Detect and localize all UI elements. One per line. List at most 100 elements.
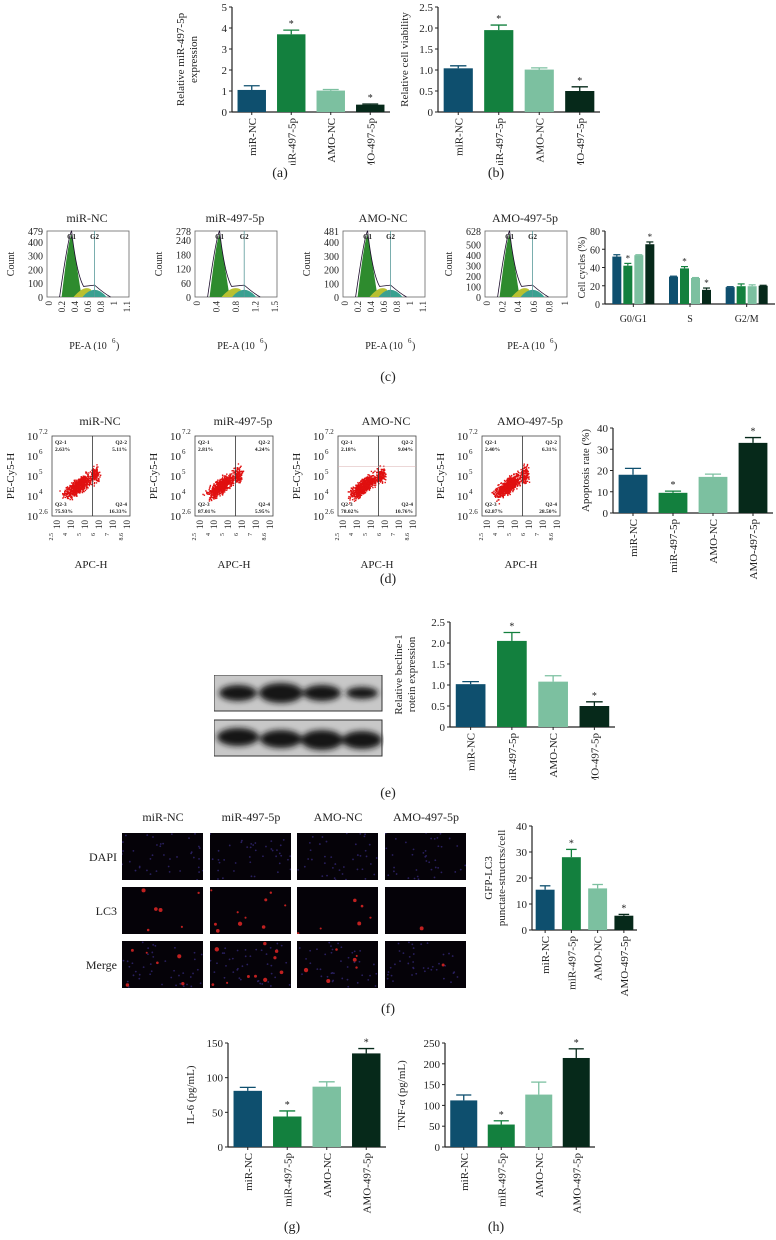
svg-text:0: 0 bbox=[222, 107, 228, 119]
svg-text:G2: G2 bbox=[240, 233, 249, 241]
svg-text:10: 10 bbox=[52, 520, 62, 530]
svg-text:*: * bbox=[499, 1110, 504, 1121]
svg-text:): ) bbox=[264, 341, 267, 352]
svg-text:5: 5 bbox=[77, 533, 83, 536]
svg-text:2.5: 2.5 bbox=[431, 617, 445, 629]
svg-text:4: 4 bbox=[493, 533, 499, 536]
svg-text:6.31%: 6.31% bbox=[542, 447, 557, 453]
chart-h-tnf: 0 50 100 150 200 250 TNF-α (pg/mL) miR-NC * miR-4… bbox=[396, 1038, 595, 1214]
svg-text:AMO-NC: AMO-NC bbox=[593, 936, 605, 981]
svg-text:Q2-1: Q2-1 bbox=[198, 440, 210, 446]
svg-text:2.5: 2.5 bbox=[479, 533, 485, 541]
svg-text:1: 1 bbox=[109, 301, 119, 306]
flow-plot-title: AMO-NC bbox=[361, 414, 411, 428]
svg-text:4: 4 bbox=[349, 533, 355, 536]
flow-plot-title: AMO-497-5p bbox=[497, 414, 563, 428]
svg-text:AMO-NC: AMO-NC bbox=[534, 1153, 546, 1198]
apoptosis-scatter-plot: Q2-12.63% Q2-25.11% Q2-375.93% Q2-416.33% 10… bbox=[5, 428, 132, 571]
svg-text:40: 40 bbox=[516, 821, 528, 833]
svg-text:0: 0 bbox=[603, 508, 609, 520]
chart-d-apoptosis: 0 10 20 30 40 Apoptosis rate (%) miR-NC * miR-49… bbox=[580, 423, 773, 580]
svg-text:1.0: 1.0 bbox=[431, 680, 445, 692]
svg-text:0.8: 0.8 bbox=[392, 301, 402, 313]
flow-plot-title: miR-497-5p bbox=[213, 414, 273, 428]
apoptosis-scatter-plot: Q2-12.18% Q2-29.04% Q2-378.02% Q2-410.76% 10… bbox=[291, 428, 418, 571]
svg-text:1.1: 1.1 bbox=[418, 301, 428, 312]
svg-text:6: 6 bbox=[234, 533, 240, 536]
fluorescence-image bbox=[122, 887, 203, 934]
svg-text:1: 1 bbox=[222, 86, 228, 98]
svg-text:2.5: 2.5 bbox=[335, 533, 341, 541]
svg-text:10: 10 bbox=[209, 520, 219, 530]
svg-text:G2: G2 bbox=[528, 233, 537, 241]
cell-cycle-histogram: 278 0 60 120 180 240 Count 0 0.4 0.8 1.2 1.5 PE-A (1… bbox=[154, 227, 280, 352]
svg-text:20: 20 bbox=[590, 282, 600, 293]
svg-text:Q2-2: Q2-2 bbox=[258, 440, 270, 446]
svg-text:4: 4 bbox=[325, 488, 329, 496]
svg-text:S: S bbox=[687, 314, 693, 325]
svg-text:PE-A (10: PE-A (10 bbox=[365, 341, 403, 352]
svg-text:Q2-1: Q2-1 bbox=[55, 440, 67, 446]
svg-text:AMO-497-5p: AMO-497-5p bbox=[748, 519, 760, 580]
svg-text:10: 10 bbox=[27, 471, 39, 483]
svg-text:Q2-3: Q2-3 bbox=[341, 502, 353, 508]
svg-text:0.2: 0.2 bbox=[57, 301, 67, 312]
svg-text:10: 10 bbox=[27, 511, 39, 523]
svg-text:0.6: 0.6 bbox=[529, 301, 539, 313]
svg-text:150: 150 bbox=[207, 1038, 224, 1050]
svg-text:30: 30 bbox=[597, 444, 609, 456]
svg-text:87.01%: 87.01% bbox=[198, 509, 216, 515]
svg-text:*: * bbox=[364, 1038, 369, 1049]
svg-text:10: 10 bbox=[195, 520, 205, 530]
svg-text:): ) bbox=[412, 341, 415, 352]
svg-text:G2: G2 bbox=[90, 233, 99, 241]
svg-text:10: 10 bbox=[394, 520, 404, 530]
svg-text:APC-H: APC-H bbox=[360, 559, 393, 571]
chart-g-il6: 0 50 100 150 IL-6 (pg/mL) miR-NC * miR-497-5p AM… bbox=[185, 1038, 386, 1214]
svg-text:PE-Cy5-H: PE-Cy5-H bbox=[5, 453, 17, 500]
svg-text:2.5: 2.5 bbox=[419, 2, 433, 14]
svg-text:6: 6 bbox=[182, 448, 186, 456]
svg-text:*: * bbox=[626, 253, 631, 263]
svg-text:miR-NC: miR-NC bbox=[628, 519, 640, 557]
svg-text:1.5: 1.5 bbox=[431, 659, 445, 671]
svg-text:0.8: 0.8 bbox=[544, 301, 554, 313]
svg-text:10: 10 bbox=[366, 520, 376, 530]
svg-text:7: 7 bbox=[391, 533, 397, 536]
svg-text:PE-A (10: PE-A (10 bbox=[217, 341, 255, 352]
svg-text:PE-A (10: PE-A (10 bbox=[507, 341, 545, 352]
svg-text:*: * bbox=[289, 19, 294, 30]
svg-text:10: 10 bbox=[237, 520, 247, 530]
svg-text:2.0: 2.0 bbox=[419, 23, 433, 35]
svg-text:10: 10 bbox=[170, 511, 182, 523]
svg-text:10: 10 bbox=[27, 491, 39, 503]
svg-text:): ) bbox=[554, 341, 557, 352]
svg-text:0: 0 bbox=[44, 301, 54, 306]
svg-text:400: 400 bbox=[324, 238, 339, 249]
svg-text:*: * bbox=[574, 1038, 579, 1049]
svg-text:Q2-4: Q2-4 bbox=[115, 502, 127, 508]
svg-text:7.2: 7.2 bbox=[325, 428, 334, 436]
fluorescence-image bbox=[210, 887, 291, 934]
svg-text:0.8: 0.8 bbox=[231, 301, 241, 313]
svg-text:20: 20 bbox=[516, 873, 528, 885]
svg-text:6: 6 bbox=[377, 533, 383, 536]
svg-text:AMO-497-5p: AMO-497-5p bbox=[361, 1153, 373, 1214]
svg-text:278: 278 bbox=[176, 227, 191, 238]
panel-label-g: (g) bbox=[283, 1220, 301, 1235]
svg-text:400: 400 bbox=[466, 251, 481, 262]
fluorescence-image bbox=[122, 941, 203, 988]
svg-text:Q2-3: Q2-3 bbox=[55, 502, 67, 508]
svg-text:4: 4 bbox=[222, 23, 228, 35]
svg-text:0.4: 0.4 bbox=[513, 301, 523, 313]
svg-text:AMO-NC: AMO-NC bbox=[548, 733, 560, 778]
svg-text:0.4: 0.4 bbox=[70, 301, 80, 313]
svg-text:100: 100 bbox=[324, 279, 339, 290]
svg-text:AMO-497-5p: AMO-497-5p bbox=[619, 936, 631, 997]
svg-text:28.50%: 28.50% bbox=[539, 509, 557, 515]
svg-text:10: 10 bbox=[94, 520, 104, 530]
svg-text:40: 40 bbox=[590, 264, 600, 275]
svg-text:Q2-2: Q2-2 bbox=[401, 440, 413, 446]
